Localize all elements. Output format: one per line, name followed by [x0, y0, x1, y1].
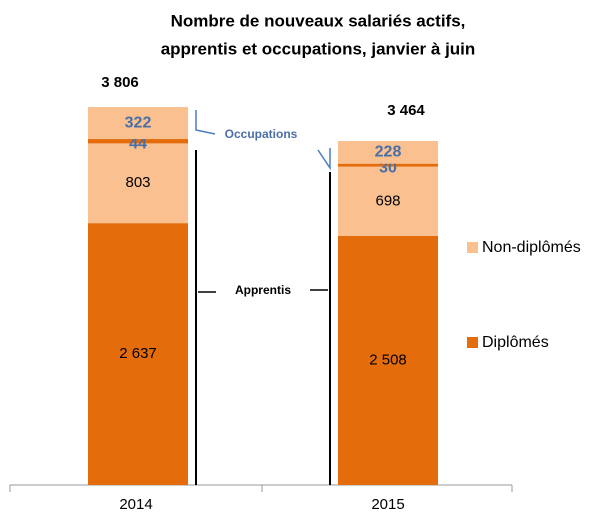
bar-segment	[88, 143, 188, 224]
data-label: 2 508	[369, 351, 407, 368]
leader-line	[195, 110, 216, 135]
data-label: 322	[125, 114, 152, 131]
data-label: 228	[375, 144, 402, 161]
legend-label: Non-diplômés	[482, 239, 581, 256]
bar-segment	[338, 163, 438, 167]
total-label: 3 464	[387, 102, 425, 119]
leader-line	[317, 148, 331, 171]
bar-segment	[88, 107, 188, 140]
total-label: 3 806	[101, 74, 139, 91]
bar-segment	[88, 223, 188, 485]
data-label: 44	[129, 135, 147, 152]
annotation: Occupations	[225, 127, 298, 141]
data-label: 2 637	[119, 345, 157, 362]
data-label: 803	[125, 174, 150, 191]
data-label: 698	[375, 192, 400, 209]
x-tick-label: 2014	[119, 496, 152, 513]
legend-swatch	[467, 242, 478, 253]
annotation: Apprentis	[235, 283, 291, 297]
chart-title: apprentis et occupations, janvier à juin	[161, 39, 476, 58]
bar-segment	[88, 139, 188, 144]
legend-label: Diplômés	[482, 334, 549, 351]
legend-swatch	[467, 337, 478, 348]
bar-segment	[338, 235, 438, 485]
chart-title: Nombre de nouveaux salariés actifs,	[171, 11, 466, 30]
bar-segment	[338, 141, 438, 164]
x-tick-label: 2015	[371, 496, 404, 513]
bar-segment	[338, 166, 438, 236]
